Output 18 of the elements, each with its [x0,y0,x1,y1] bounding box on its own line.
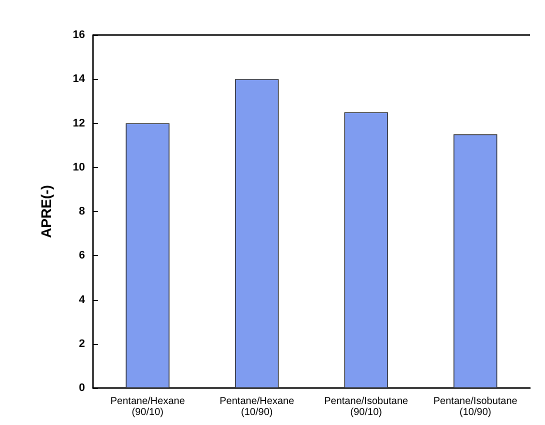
y-tick-label: 8 [78,206,85,218]
y-tick-label: 6 [78,250,85,262]
bar [126,123,170,388]
y-tick-label: 2 [78,338,85,350]
bar [235,79,279,388]
y-tick-label: 10 [72,161,85,174]
x-tick-label: Pentane/Isobutane (10/90) [433,396,518,418]
x-tick-label: Pentane/Hexane (10/90) [220,396,295,418]
y-axis-title: APRE(-) [38,185,54,238]
x-tick-label: Pentane/Isobutane (90/10) [324,396,409,418]
y-tick-label: 12 [72,117,85,130]
y-tick-label: 14 [72,73,86,86]
bar [344,112,388,388]
y-tick-label: 4 [78,294,86,306]
x-tick-label: Pentane/Hexane (90/10) [110,396,186,418]
y-tick-label: 0 [78,382,85,394]
bar [454,134,498,388]
y-tick-label: 16 [72,29,85,41]
